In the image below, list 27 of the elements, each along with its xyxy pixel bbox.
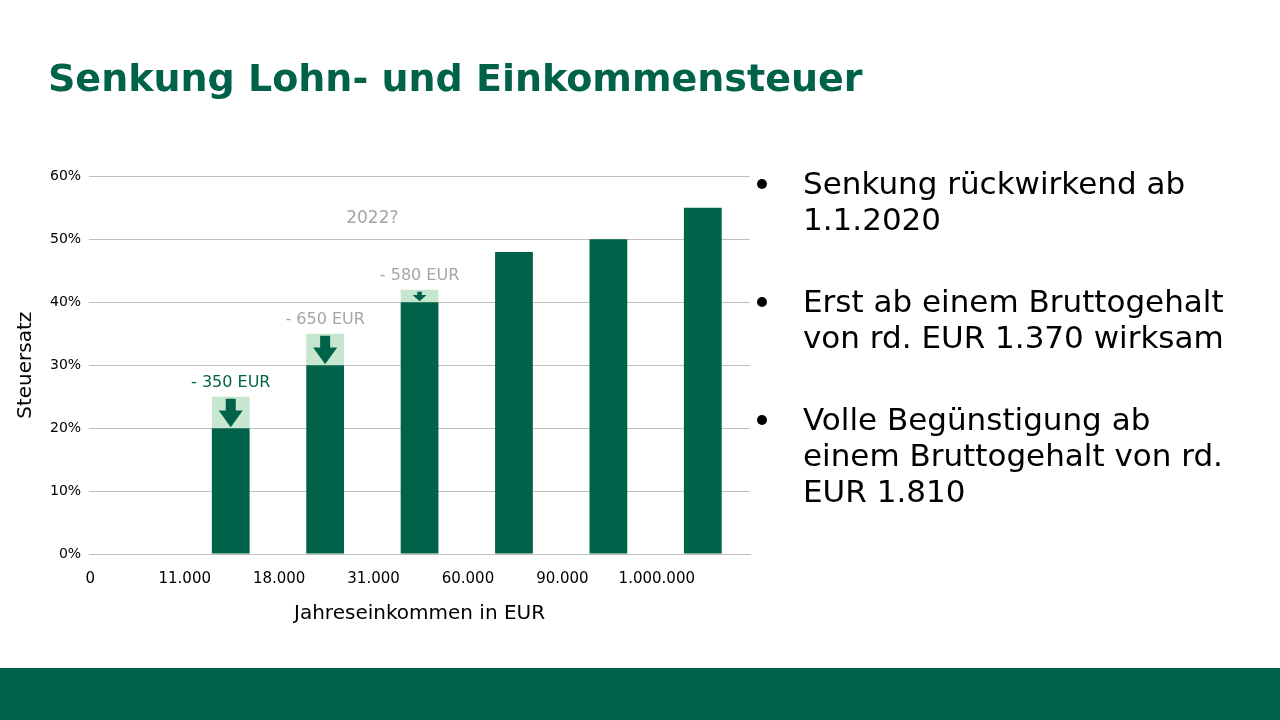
- y-tick-label: 20%: [49, 418, 82, 435]
- annotation: 2022?: [346, 206, 399, 227]
- x-tick-label: 60.000: [441, 568, 495, 587]
- text: Volle Begünstigung ab einem Bruttogehalt von rd. EUR 1.810: [803, 401, 1223, 509]
- text: Erst ab einem Bruttogehalt von rd. EUR 1.370 wirksam: [803, 283, 1224, 355]
- x-tick-label: 1.000.000: [618, 568, 695, 587]
- y-tick-label: 50%: [49, 229, 82, 246]
- bar: [589, 239, 628, 554]
- annotation: - 650 EUR: [285, 308, 365, 328]
- bar: [683, 207, 722, 554]
- y-tick-label: 30%: [49, 355, 82, 372]
- y-tick-label: 60%: [49, 167, 82, 184]
- x-tick-label: 11.000: [158, 568, 211, 587]
- chart-title: Senkung Lohn- und Einkommensteuer: [48, 56, 863, 100]
- x-tick-label: 18.000: [252, 568, 306, 587]
- annotation: - 350 EUR: [191, 371, 271, 391]
- x-tick-label: 31.000: [347, 568, 400, 587]
- annotation: - 580 EUR: [379, 264, 460, 284]
- x-tick-label: 90.000: [536, 568, 589, 587]
- y-tick-label: 10%: [49, 481, 82, 498]
- x-axis-title: Jahreseinkommen in EUR: [292, 600, 546, 625]
- y-tick-label: 0%: [58, 544, 82, 561]
- y-axis-title: Steuersatz: [12, 311, 37, 419]
- x-tick-label: 0: [85, 568, 96, 587]
- y-tick-label: 40%: [49, 292, 82, 309]
- text: Senkung rückwirkend ab 1.1.2020: [803, 165, 1186, 237]
- bar: [495, 251, 533, 554]
